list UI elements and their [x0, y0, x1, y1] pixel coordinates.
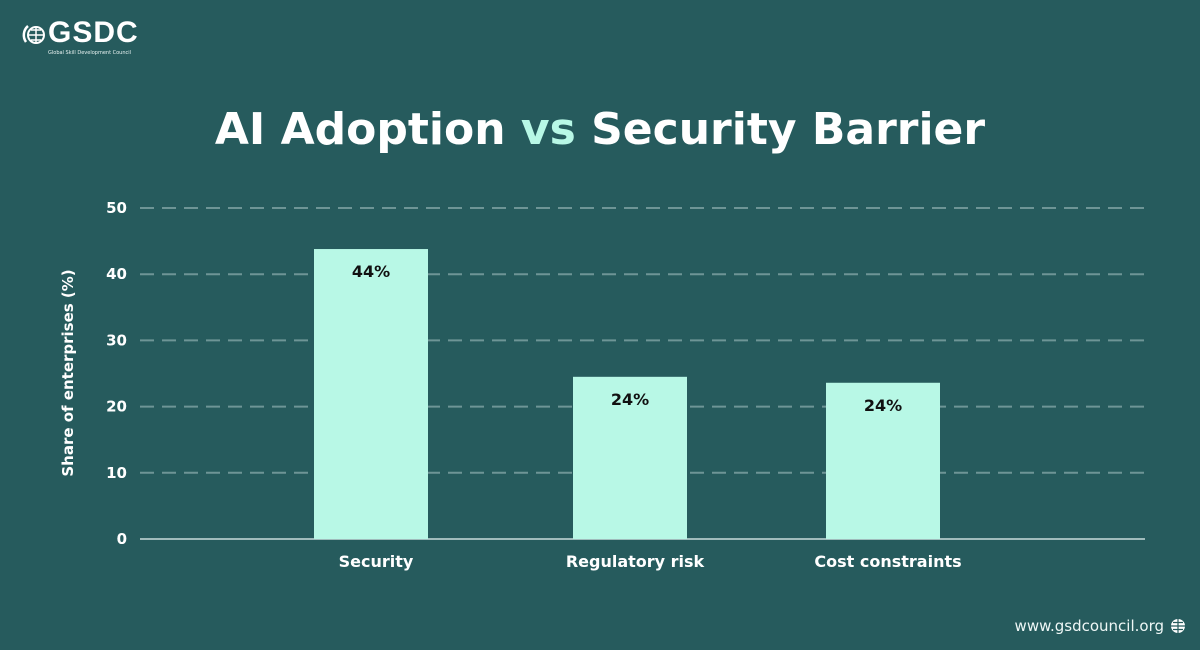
title-part2: Security Barrier — [591, 104, 986, 155]
chart-title: AI Adoption vs Security Barrier — [0, 104, 1200, 155]
bar — [826, 382, 940, 539]
x-tick-label: Regulatory risk — [566, 552, 705, 571]
logo: GSDC Global Skill Development Council — [22, 18, 139, 56]
data-label: 24% — [611, 390, 649, 409]
y-tick-label: 20 — [106, 398, 127, 416]
y-tick-label: 30 — [106, 331, 127, 349]
y-axis-label: Share of enterprises (%) — [59, 269, 77, 476]
logo-name: GSDC — [48, 16, 139, 49]
title-accent: vs — [520, 104, 576, 155]
y-tick-label: 10 — [106, 464, 127, 482]
bar — [314, 249, 428, 539]
data-label: 44% — [352, 262, 390, 281]
x-tick-label: Cost constraints — [814, 552, 961, 571]
title-part1: AI Adoption — [214, 104, 506, 155]
y-tick-label: 0 — [117, 530, 127, 548]
footer-url[interactable]: www.gsdcouncil.org — [1014, 617, 1164, 635]
x-tick-label: Security — [339, 552, 414, 571]
data-label: 24% — [864, 396, 902, 415]
logo-tagline: Global Skill Development Council — [48, 50, 132, 56]
bar — [573, 376, 687, 539]
y-tick-label: 50 — [106, 199, 127, 217]
footer: www.gsdcouncil.org — [1015, 617, 1186, 635]
y-tick-label: 40 — [106, 265, 127, 283]
globe-logo-icon — [22, 25, 45, 44]
globe-icon — [1171, 619, 1185, 633]
